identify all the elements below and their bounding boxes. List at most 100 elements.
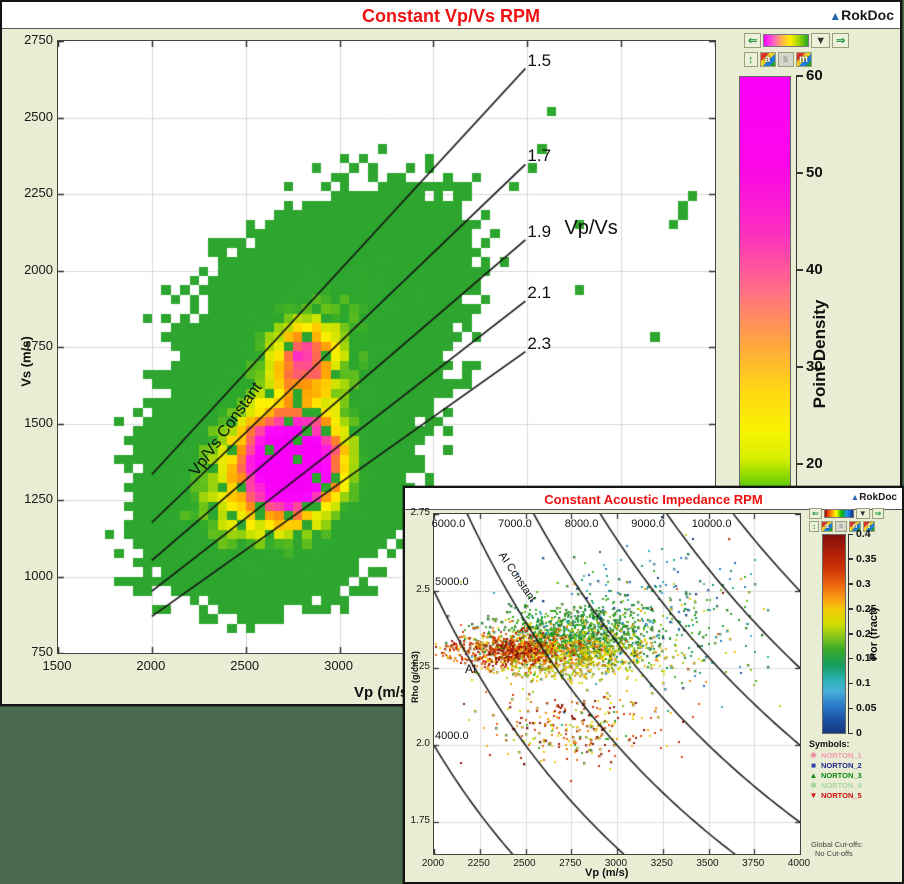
colorbar-tick-label: 40	[806, 261, 823, 278]
y-tick-label: 2.0	[416, 738, 430, 750]
ai-family-label: AI	[465, 662, 477, 676]
colorbar-tick-label: 0	[856, 727, 862, 739]
legend-item[interactable]: ▲ NORTON_3	[809, 770, 901, 780]
colorbar-tick-label: 0.35	[856, 552, 877, 565]
colorbar-tick	[796, 75, 803, 77]
y-tick-label: 1250	[24, 491, 53, 506]
colorbar-tick	[848, 732, 853, 734]
next-colormap-button[interactable]: ⇒	[832, 33, 850, 48]
colorbar-tick	[848, 533, 853, 535]
x-tick-label: 2500	[513, 858, 536, 869]
window-ai-rpm: Constant Acoustic Impedance RPM ▲RokDoc …	[403, 486, 904, 884]
legend-symbol-icon: ▲	[809, 770, 818, 780]
ai-plot-area[interactable]: AI Constant AI	[433, 513, 801, 855]
y-tick-label: 2750	[24, 32, 53, 47]
colorbar-tick-label: 60	[806, 67, 823, 84]
point-density-colorbar[interactable]	[739, 76, 791, 490]
colormap-swatch[interactable]	[823, 509, 854, 518]
legend-label: NORTON_3	[821, 770, 862, 780]
histogram-mode-icon[interactable]: m	[795, 52, 812, 67]
x-tick-label: 3500	[696, 858, 719, 869]
rokdoc-triangle-icon: ▲	[829, 9, 842, 23]
symbols-icon[interactable]: s	[835, 521, 847, 532]
legend-item[interactable]: ✺ NORTON_1	[809, 750, 901, 760]
vpvs-ratio-label: 1.7	[527, 146, 552, 166]
colorbar-tick	[848, 558, 853, 560]
x-tick-label: 3250	[650, 858, 673, 869]
y-tick-label: 2500	[24, 108, 53, 124]
legend-label: NORTON_1	[821, 750, 862, 760]
legend-item[interactable]: ▼ NORTON_5	[809, 790, 901, 800]
colorbar-tick-label: 0.2	[856, 627, 871, 640]
legend-label: NORTON_5	[821, 790, 862, 800]
y-tick-label: 1.75	[410, 815, 430, 827]
colormap-swatch[interactable]	[763, 34, 810, 47]
x-tick-label: 2500	[230, 658, 260, 673]
ai-titlebar[interactable]: Constant Acoustic Impedance RPM ▲RokDoc	[405, 488, 902, 510]
y-tick-label: 1750	[24, 338, 53, 353]
legend-symbol-icon: ■	[811, 760, 816, 770]
ai-value-label: 9000.0	[631, 518, 665, 530]
cutoffs-line1: Global Cut-offs:	[811, 840, 863, 849]
x-tick-label: 3750	[742, 858, 765, 869]
colorbar-tick-label: 0.05	[856, 702, 877, 715]
colorbar-tick	[796, 463, 803, 465]
vpvs-y-axis-label: Vs (m/s)	[18, 336, 34, 387]
vpvs-window-title: Constant Vp/Vs RPM	[361, 6, 540, 26]
vpvs-titlebar[interactable]: Constant Vp/Vs RPM ▲RokDoc	[2, 2, 900, 29]
colormap-dropdown[interactable]: ▼	[855, 508, 870, 519]
colorbar-axis	[796, 76, 797, 490]
colorbar-tick-label: 0.4	[856, 528, 871, 540]
colorbar-tick-label: 50	[806, 164, 823, 181]
y-tick-label: 750	[31, 644, 53, 659]
rokdoc-logo-small: ▲RokDoc	[851, 492, 897, 503]
colorbar-tick-label: 20	[806, 455, 823, 472]
y-tick-label: 2250	[24, 185, 53, 200]
symbols-icon[interactable]: s	[777, 52, 794, 67]
prev-colormap-button[interactable]: ⇐	[744, 33, 762, 48]
ai-window-title: Constant Acoustic Impedance RPM	[544, 492, 763, 507]
legend-symbol-icon: ▼	[809, 790, 818, 800]
prev-colormap-button[interactable]: ⇐	[809, 508, 822, 519]
legend-symbol-icon: ✺	[810, 750, 817, 760]
vpvs-ratio-label: 2.3	[527, 333, 552, 353]
ai-value-label: 10000.0	[691, 518, 732, 530]
colorbar-tick	[848, 682, 853, 685]
symbols-legend: Symbols: ✺ NORTON_1 ■ NORTON_2 ▲ NORTON_3 ✽ NOR…	[809, 739, 901, 800]
legend-item[interactable]: ■ NORTON_2	[809, 760, 901, 770]
vpvs-plot-area[interactable]: Vp/Vs Constant	[57, 40, 716, 654]
colorbar-tick	[848, 633, 853, 635]
colorbar-tick-label: 0.25	[856, 602, 877, 615]
normalize-icon[interactable]: n	[849, 521, 861, 532]
x-tick-label: 4000	[787, 858, 811, 869]
symbols-heading: Symbols:	[809, 739, 850, 749]
y-tick-label: 2.25	[410, 661, 430, 673]
colorbar-tick	[848, 608, 853, 610]
window-vpvs-rpm: Constant Vp/Vs RPM ▲RokDoc Vp/Vs Constan…	[0, 0, 902, 706]
annotation-icon[interactable]: a	[821, 521, 833, 532]
colorbar-tick	[848, 657, 853, 660]
colormap-dropdown[interactable]: ▼	[811, 33, 831, 48]
global-cutoffs: Global Cut-offs: No Cut-offs	[811, 840, 863, 858]
vpvs-display-toolbar: ↕ a s m	[744, 52, 812, 67]
y-tick-label: 2000	[24, 261, 53, 277]
ai-value-label: 7000.0	[498, 518, 532, 530]
vpvs-ratio-label: 1.9	[527, 221, 552, 241]
x-tick-label: 2250	[467, 858, 490, 869]
colorbar-tick	[848, 583, 853, 585]
por-colorbar[interactable]	[822, 534, 846, 734]
resize-colorbar-button[interactable]: ↕	[809, 521, 819, 532]
ai-x-axis-label: Vp (m/s)	[585, 867, 629, 879]
rokdoc-logo-text: RokDoc	[859, 492, 897, 503]
colorbar-tick	[848, 707, 853, 710]
legend-item[interactable]: ✽ NORTON_4	[809, 780, 901, 790]
colorbar-tick-label: 0.3	[856, 577, 871, 590]
next-colormap-button[interactable]: ⇒	[871, 508, 885, 519]
y-tick-label: 2.75	[410, 507, 430, 518]
x-tick-label: 3000	[324, 658, 354, 673]
ai-scatter-canvas[interactable]	[434, 514, 800, 854]
annotation-icon[interactable]: a	[759, 52, 776, 67]
resize-colorbar-button[interactable]: ↕	[744, 52, 758, 67]
ai-value-label: 8000.0	[564, 518, 599, 530]
transform-icon[interactable]: t	[863, 521, 875, 532]
